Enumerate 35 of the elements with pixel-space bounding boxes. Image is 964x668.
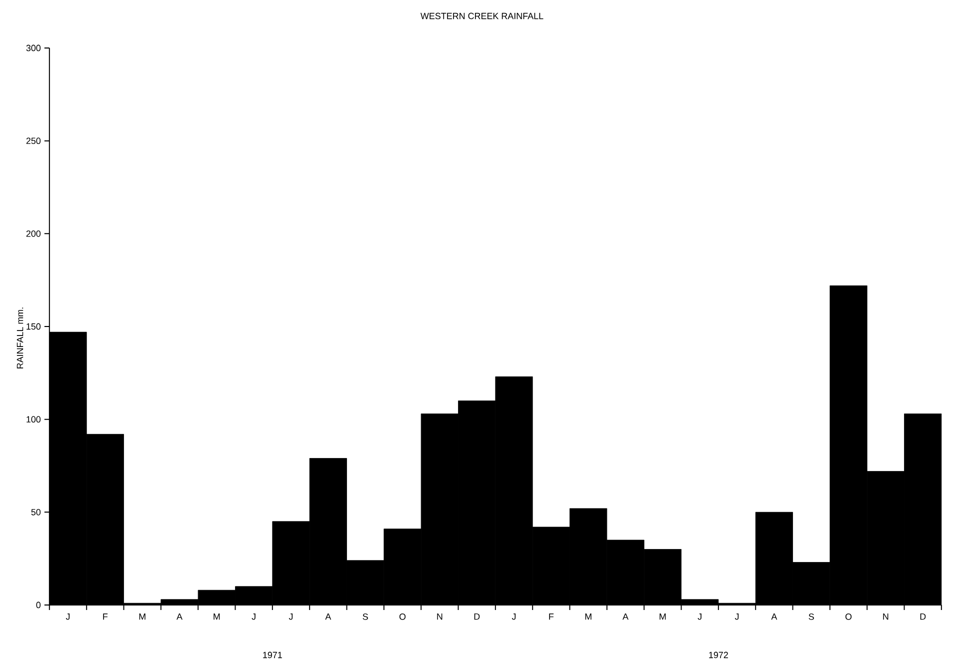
x-tick-label: M [585,614,592,620]
y-axis-title: RAINFALL mm. [16,308,24,368]
x-tick-label: J [66,614,70,620]
y-tick-label: 150 [26,323,41,330]
x-tick-label: J [252,614,256,620]
text: 1971 [263,652,282,658]
x-tick-label: D [920,614,926,620]
x-tick-label: J [288,614,293,620]
chart-title: WESTERN CREEK RAINFALL [420,12,544,20]
x-tick-label: J [512,614,516,620]
x-tick-label: A [622,614,628,620]
x-tick-label: M [660,614,666,620]
x-tick-label: S [808,614,814,620]
x-tick-label: D [474,614,480,620]
y-tick-label: 200 [26,230,41,237]
x-tick-label: A [325,614,332,620]
y-tick-label: 250 [26,138,41,144]
x-tick-label: J [698,614,702,620]
x-tick-label: F [103,614,108,620]
y-tick-label: 100 [26,416,41,422]
x-tick-label: N [437,614,442,620]
x-tick-label: A [176,614,182,620]
y-tick-label: 0 [36,602,41,608]
text: 1972 [709,652,728,658]
x-tick-label: N [883,614,888,620]
x-tick-label: S [362,614,368,620]
x-tick-label: M [139,614,146,620]
x-tick-label: A [771,614,778,620]
x-tick-label: M [214,614,220,620]
y-tick-label: 50 [31,508,41,516]
x-tick-label: F [549,614,554,620]
x-tick-label: O [399,614,406,620]
y-tick-label: 300 [26,44,41,52]
x-tick-label: O [845,614,852,620]
x-tick-label: J [734,614,739,620]
